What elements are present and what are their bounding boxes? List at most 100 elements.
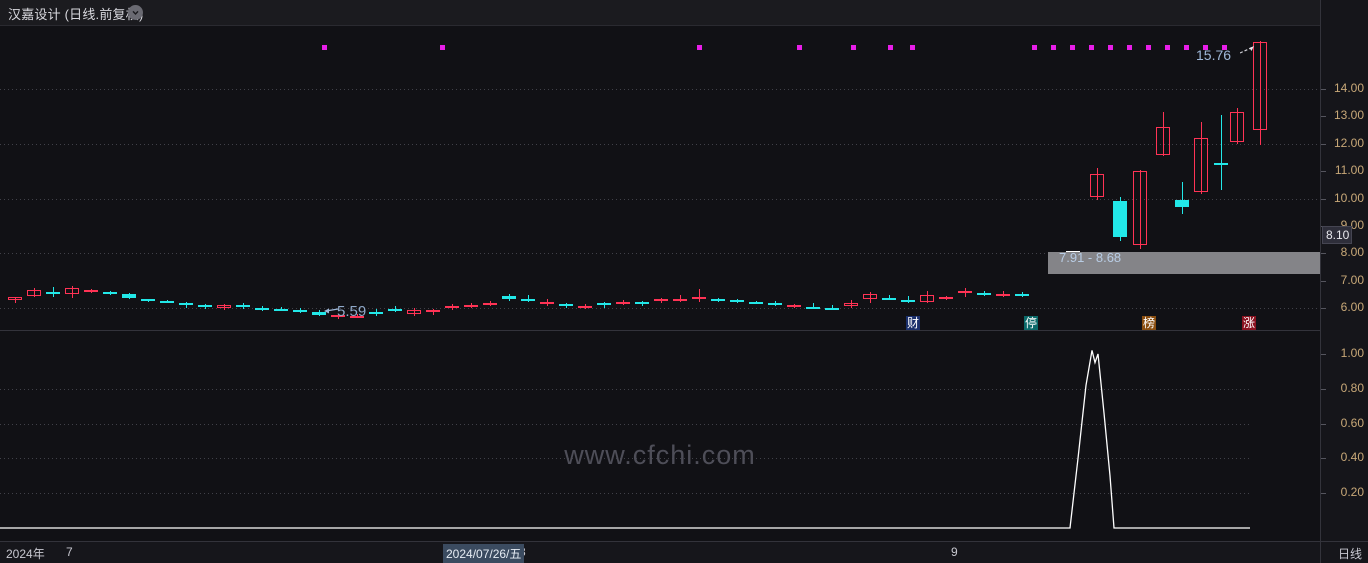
indicator-line-series (0, 350, 1250, 529)
candlestick-body (388, 309, 402, 312)
indicator-axis-tick-label: 0.60 (1340, 415, 1364, 430)
price-range-label: 7.91 - 8.68 (1059, 250, 1122, 265)
candlestick-body (996, 293, 1010, 296)
candlestick-body (673, 298, 687, 301)
indicator-axis-tick-label: 0.40 (1340, 450, 1364, 465)
candlestick-wick (813, 302, 814, 309)
price-chart-pane[interactable]: 7.91 - 8.68 15.76 5.59 财 停 榜 涨 (0, 26, 1320, 330)
signal-dot (697, 45, 702, 50)
low-price-annotation: 5.59 (337, 303, 367, 320)
candlestick-body (521, 299, 535, 302)
candlestick-body (122, 294, 136, 298)
price-axis-tick (1321, 253, 1326, 255)
gridline (0, 88, 1320, 90)
candlestick-wick (1201, 121, 1202, 195)
signal-dot (1165, 45, 1170, 50)
candlestick-body (1090, 173, 1104, 198)
price-range-band (1048, 252, 1320, 274)
candlestick-wick (851, 299, 852, 309)
candlestick-body (350, 315, 364, 318)
candlestick-body (103, 292, 117, 295)
signal-dot (1146, 45, 1151, 50)
candlestick-body (901, 299, 915, 302)
title-dropdown-button[interactable] (128, 5, 143, 20)
candlestick-body (407, 310, 421, 315)
indicator-axis-tick-label: 0.80 (1340, 380, 1364, 395)
candlestick-body (255, 307, 269, 310)
signal-dot (1051, 45, 1056, 50)
candlestick-body (84, 290, 98, 292)
time-axis[interactable]: 2024年789 2024/07/26/五 日线 (0, 541, 1368, 563)
gridline (0, 423, 1250, 425)
signal-dot (322, 45, 327, 50)
candlestick-body (654, 299, 668, 302)
signal-dot (1184, 45, 1189, 50)
candlestick-body (236, 305, 250, 308)
indicator-chart-pane[interactable]: www.cfchi.com (0, 332, 1320, 540)
gridline (0, 458, 1250, 460)
pane-divider (0, 330, 1368, 331)
indicator-axis-tick (1321, 388, 1326, 390)
candlestick-wick (699, 288, 700, 303)
candlestick-body (692, 297, 706, 300)
current-price-tag: 8.10 (1322, 226, 1353, 244)
candlestick-body (787, 304, 801, 307)
gridline (0, 143, 1320, 145)
signal-dot (1222, 45, 1227, 50)
axis-separator (1320, 542, 1321, 563)
gridline (0, 253, 1320, 255)
signal-dot (1203, 45, 1208, 50)
event-badge[interactable]: 财 (906, 316, 921, 330)
candlestick-body (920, 294, 934, 302)
price-axis[interactable]: 14.00 13.00 12.00 11.00 10.00 9.00 8.00 7.00 6.0… (1320, 0, 1368, 563)
signal-dot (1032, 45, 1037, 50)
candlestick-body (8, 296, 22, 300)
signal-dot (888, 45, 893, 50)
candlestick-flat (1066, 250, 1080, 253)
candlestick-body (1214, 162, 1228, 165)
candlestick-body (749, 302, 763, 305)
event-badge[interactable]: 榜 (1142, 316, 1157, 330)
candlestick-body (806, 306, 820, 309)
candlestick-wick (1237, 108, 1238, 144)
candlestick-body (179, 303, 193, 306)
candlestick-body (1175, 199, 1189, 207)
candlestick-body (825, 307, 839, 310)
chevron-down-icon (132, 10, 139, 16)
candlestick-body (882, 297, 896, 300)
candlestick-wick (832, 305, 833, 310)
page-title: 汉嘉设计 (日线.前复权) (8, 7, 144, 22)
signal-dot (851, 45, 856, 50)
low-annotation-arrow-icon (324, 308, 339, 314)
price-axis-tick-label: 12.00 (1333, 135, 1364, 150)
high-price-annotation: 15.76 (1196, 47, 1232, 63)
gridline (0, 388, 1250, 390)
candlestick-wick (528, 295, 529, 303)
candlestick-body (1133, 171, 1147, 246)
candlestick-body (27, 290, 41, 296)
time-axis-tick-label: 2024年 (6, 547, 45, 561)
candlestick-body (217, 304, 231, 309)
candlestick-body (293, 309, 307, 312)
candlestick-body (198, 305, 212, 308)
candlestick-body (1113, 201, 1127, 237)
candlestick-wick (224, 303, 225, 310)
candlestick-wick (72, 286, 73, 298)
gridline (0, 493, 1250, 495)
price-axis-tick-label: 7.00 (1340, 272, 1364, 287)
signal-dot (1127, 45, 1132, 50)
candlestick-wick (1260, 40, 1261, 146)
event-badge[interactable]: 涨 (1242, 316, 1257, 330)
candlestick-wick (1003, 290, 1004, 298)
candlestick-body (616, 302, 630, 305)
candlestick-body (635, 302, 649, 305)
selected-date-label: 2024/07/26/五 (443, 544, 525, 563)
time-axis-tick-label: 7 (66, 545, 73, 559)
candlestick-body (274, 308, 288, 311)
price-axis-tick-label: 8.00 (1340, 245, 1364, 260)
candlestick-body (312, 311, 326, 315)
candlestick-body (502, 296, 516, 300)
price-axis-tick (1321, 143, 1326, 145)
event-badge[interactable]: 停 (1024, 316, 1039, 330)
